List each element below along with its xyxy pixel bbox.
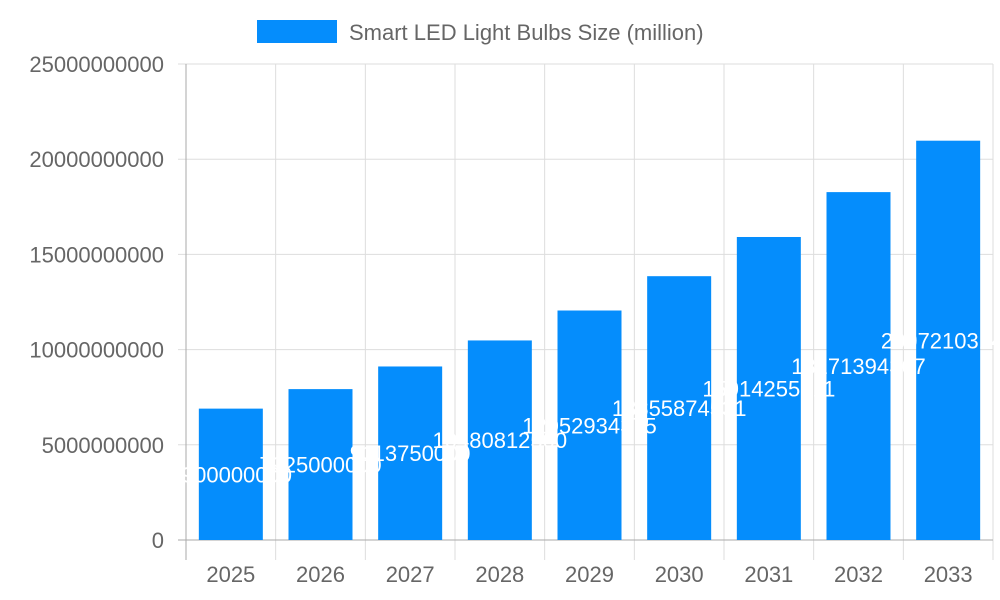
x-tick-label: 2032 [834,562,883,587]
y-tick-label: 25000000000 [29,52,164,77]
x-tick-label: 2030 [655,562,704,587]
bar [467,340,532,540]
data-label: 12052934375 [522,413,657,438]
bar [826,192,891,540]
data-label: 15914255711 [702,376,835,401]
x-tick-label: 2033 [924,562,973,587]
data-label: 18271394367 [791,354,926,379]
y-tick-label: 0 [152,528,164,553]
x-tick-label: 2031 [744,562,793,587]
x-tick-label: 2026 [296,562,345,587]
bar [736,236,801,541]
data-label: 13855874531 [612,396,747,421]
data-label: 20972103143 [881,328,1000,353]
y-tick-label: 10000000000 [29,338,164,363]
x-tick-label: 2027 [386,562,435,587]
x-tick-label: 2028 [475,562,524,587]
x-tick-label: 2029 [565,562,614,587]
data-label: 9113750000 [350,441,471,466]
bar [198,408,263,540]
y-tick-label: 5000000000 [42,433,164,458]
y-tick-label: 15000000000 [29,242,164,267]
x-tick-label: 2025 [206,562,255,587]
data-label: 6900000000 [170,462,292,487]
legend-label: Smart LED Light Bulbs Size (million) [349,20,704,45]
data-label: 10480812500 [433,428,568,453]
bar [378,366,443,540]
bar [916,140,981,540]
bar [288,389,353,540]
legend-swatch [257,20,337,43]
y-tick-label: 20000000000 [29,147,164,172]
bar [647,276,712,540]
bar [557,310,622,540]
data-label: 7925000000 [259,453,381,478]
